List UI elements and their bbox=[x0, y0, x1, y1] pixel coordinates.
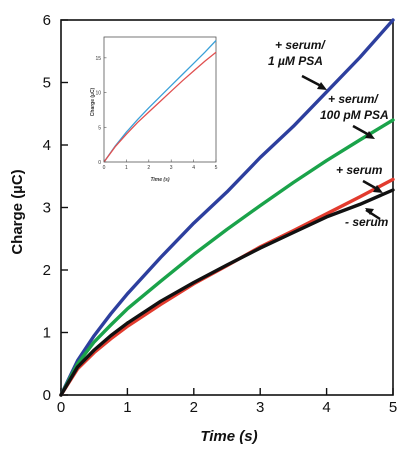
y-tick-label: 4 bbox=[43, 137, 51, 154]
x-tick-label: 1 bbox=[123, 399, 131, 416]
main-series bbox=[59, 18, 395, 397]
annotation-serum-1um-line2: 1 µM PSA bbox=[268, 54, 323, 68]
inset-series-line-0 bbox=[103, 40, 217, 163]
series-line-1 bbox=[59, 118, 395, 397]
inset-x-tick-label: 5 bbox=[215, 165, 218, 171]
y-tick-label: 3 bbox=[43, 200, 51, 217]
x-tick-label: 3 bbox=[256, 399, 264, 416]
annotation-serum-1um-line1: + serum/ bbox=[275, 38, 326, 52]
y-tick-label: 1 bbox=[43, 325, 51, 342]
inset-y-axis-title: Charge (µC) bbox=[90, 87, 96, 116]
annotation-serum: + serum bbox=[336, 163, 383, 177]
inset-x-tick-label: 1 bbox=[125, 165, 128, 171]
y-tick-label: 5 bbox=[43, 75, 51, 92]
y-tick-label: 0 bbox=[43, 387, 51, 404]
x-tick-label: 4 bbox=[322, 399, 330, 416]
y-tick-label: 6 bbox=[43, 12, 51, 29]
inset-y-tick-label: 5 bbox=[98, 125, 101, 131]
annotation-no-serum: - serum bbox=[345, 215, 389, 229]
inset-frame bbox=[103, 36, 217, 163]
inset-chart: 0 1 2 3 4 5 0 5 10 15 Time (s) Charge (µC) bbox=[90, 36, 218, 183]
inset-tick-labels: 0 1 2 3 4 5 0 5 10 15 bbox=[95, 56, 217, 171]
main-tick-labels: 0 1 2 3 4 5 0 1 2 3 4 5 6 bbox=[43, 12, 398, 416]
inset-y-tick-label: 15 bbox=[95, 56, 101, 62]
x-axis-title: Time (s) bbox=[200, 428, 257, 445]
inset-series bbox=[103, 40, 217, 163]
annotation-arrowhead-100pm bbox=[365, 131, 375, 139]
x-tick-label: 2 bbox=[190, 399, 198, 416]
series-line-0 bbox=[59, 18, 395, 397]
inset-y-tick-label: 0 bbox=[98, 160, 101, 166]
inset-x-tick-label: 4 bbox=[192, 165, 195, 171]
annotation-arrowhead-serum bbox=[373, 185, 383, 193]
inset-series-line-1 bbox=[103, 51, 217, 163]
x-tick-label: 0 bbox=[57, 399, 65, 416]
annotation-arrowhead-no-serum bbox=[365, 208, 374, 215]
inset-x-axis-title: Time (s) bbox=[150, 177, 169, 183]
annotation-serum-100pm-line2: 100 pM PSA bbox=[320, 108, 389, 122]
series-line-3 bbox=[59, 188, 395, 397]
annotation-serum-100pm-line1: + serum/ bbox=[328, 92, 379, 106]
annotation-arrowhead-1um bbox=[317, 82, 327, 90]
y-tick-label: 2 bbox=[43, 262, 51, 279]
y-axis-title: Charge (µC) bbox=[9, 169, 26, 254]
annotations: + serum/ 1 µM PSA + serum/ 100 pM PSA + … bbox=[268, 38, 389, 229]
main-axes bbox=[60, 19, 394, 396]
inset-y-tick-label: 10 bbox=[95, 91, 101, 97]
inset-x-tick-label: 2 bbox=[147, 165, 150, 171]
inset-x-tick-label: 0 bbox=[103, 165, 106, 171]
x-tick-label: 5 bbox=[389, 399, 397, 416]
inset-x-tick-label: 3 bbox=[170, 165, 173, 171]
